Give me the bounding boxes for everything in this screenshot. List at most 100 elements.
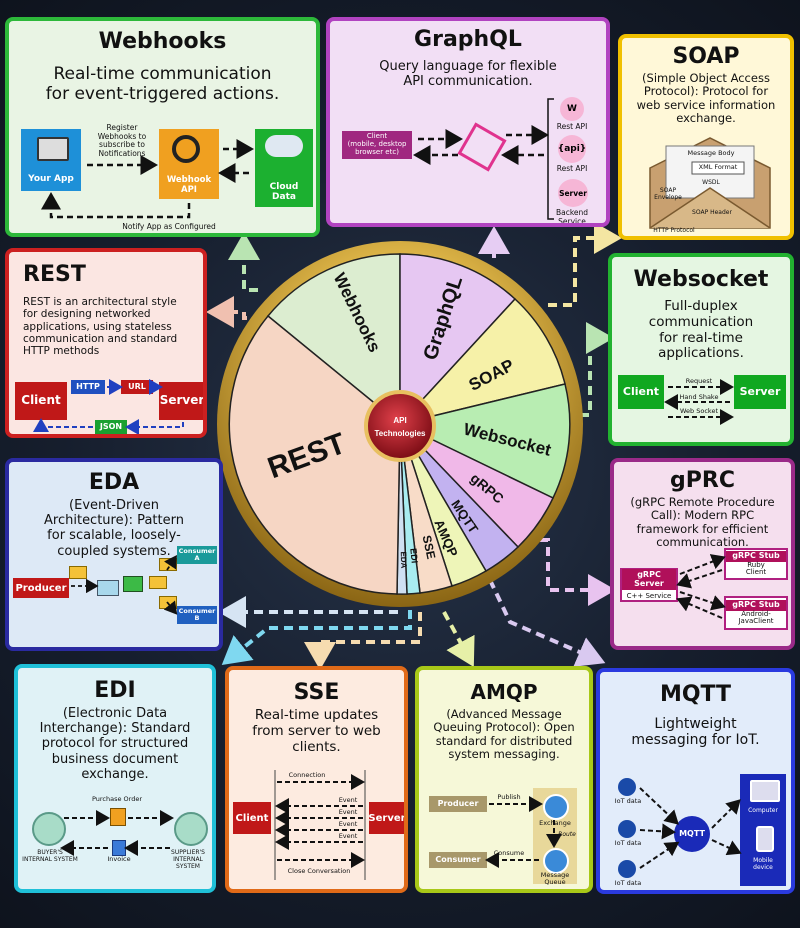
amqp-producer-box: Producer xyxy=(429,796,487,812)
amqp-panel: AMQP (Advanced Message Queuing Protocol)… xyxy=(415,666,593,893)
amqp-title: AMQP xyxy=(470,680,538,704)
ws-request-label: Request xyxy=(685,377,713,385)
arrow-soap xyxy=(548,222,622,307)
exchange-icon xyxy=(543,794,569,820)
wsdl-label: WSDL xyxy=(702,179,720,186)
soap-header-label: SOAP Header xyxy=(692,209,732,216)
websocket-flow-arrows xyxy=(664,379,734,425)
wheel-hub xyxy=(364,390,436,462)
rest-api-label-2: Rest API xyxy=(556,164,588,173)
grpc-desc: (gRPC Remote Procedure Call): Modern RPC… xyxy=(630,495,775,550)
mqtt-flow-arrows xyxy=(639,787,742,869)
event-label-1: Event xyxy=(338,796,358,804)
edi-flow-arrows xyxy=(60,810,174,856)
ws-socket-label: Web Socket xyxy=(680,407,718,415)
backend-label: Backend Service xyxy=(555,208,589,226)
mobile-label: Mobile device xyxy=(753,857,773,871)
json-box: JSON xyxy=(95,420,127,434)
event-label-2: Event xyxy=(338,808,358,816)
sse-desc: Real-time updates from server to web cli… xyxy=(252,707,381,755)
computer-icon xyxy=(37,137,69,161)
webhook-icon xyxy=(172,135,200,163)
close-conversation-label: Close Conversation xyxy=(287,867,351,875)
iot-label-1: IoT data xyxy=(614,797,642,805)
queue-icon xyxy=(543,848,569,874)
slice-label-eda: EDA xyxy=(399,551,409,568)
notify-note: Notify App as Configured xyxy=(122,222,216,231)
grpc-title: gPRC xyxy=(670,468,735,493)
soap-envelope-icon xyxy=(649,137,771,229)
route-label: Route xyxy=(558,831,576,838)
edi-panel: EDI (Electronic Data Interchange): Stand… xyxy=(14,664,216,893)
cloud-data-label: Cloud Data xyxy=(269,182,299,203)
event-label-3: Event xyxy=(338,820,358,828)
grpc-flow-arrows xyxy=(676,554,726,619)
consumer-a-box: Consumer A xyxy=(177,546,217,564)
api-icon-label: {api} xyxy=(557,144,587,154)
sse-panel: SSE Real-time updates from server to web… xyxy=(225,666,408,893)
invoice-label: Invoice xyxy=(107,855,131,863)
purchase-order-label: Purchase Order xyxy=(91,795,143,803)
slice-label-sse: SSE xyxy=(420,534,439,560)
cpp-service-label: C++ Service xyxy=(626,592,672,601)
slice-label-edi: EDI xyxy=(408,548,420,564)
consume-label: Consume xyxy=(493,849,525,857)
soap-envelope-label: SOAP Envelope xyxy=(654,187,682,201)
purchase-order-icon xyxy=(110,808,126,826)
queue-label: Message Queue xyxy=(540,871,570,887)
server-icon: Server xyxy=(558,179,588,207)
webhooks-desc: Real-time communication for event-trigge… xyxy=(45,64,280,104)
http-protocol-label: HTTP Protocol xyxy=(653,227,695,234)
rest-client-box: Client xyxy=(15,382,67,420)
grpc-stub-2-label: gRPC Stub xyxy=(726,599,786,611)
buyer-label: BUYER'S INTERNAL SYSTEM xyxy=(22,849,78,863)
graphql-client-box: Client (mobile, desktop browser etc) xyxy=(342,131,412,159)
eda-panel: EDA (Event-Driven Architecture): Pattern… xyxy=(5,458,223,651)
publish-label: Publish xyxy=(497,793,521,801)
cloud-icon xyxy=(265,135,303,157)
xml-format-label: XML Format xyxy=(698,163,738,171)
api-icon: {api} xyxy=(558,135,586,163)
arrow-edi xyxy=(221,610,412,665)
http-box: HTTP xyxy=(71,380,105,394)
slice-webhooks xyxy=(266,253,401,426)
websocket-panel: Websocket Full-duplex communication for … xyxy=(608,253,794,446)
android-client-label: Android- JavaClient xyxy=(738,609,774,626)
producer-box: Producer xyxy=(13,578,69,598)
iot-sensor-icon-3 xyxy=(618,860,636,878)
slice-graphql xyxy=(399,253,517,426)
url-box: URL xyxy=(121,380,153,394)
amqp-flow-arrows xyxy=(485,796,562,868)
edi-desc: (Electronic Data Interchange): Standard … xyxy=(39,706,191,782)
eda-title: EDA xyxy=(88,470,140,495)
mail-icon-1 xyxy=(69,566,87,579)
mobile-device-icon xyxy=(756,826,774,852)
eda-desc: (Event-Driven Architecture): Pattern for… xyxy=(44,498,184,559)
rest-title: REST xyxy=(23,262,86,287)
sse-server-box: Server xyxy=(368,802,404,834)
webhook-api-label: Webhook API xyxy=(166,175,212,195)
supplier-system-icon xyxy=(174,812,208,846)
rest-api-label-1: Rest API xyxy=(556,122,588,131)
rest-server-box: Server xyxy=(159,382,203,420)
mqtt-hub: MQTT xyxy=(674,816,710,852)
rest-flow-arrows xyxy=(33,379,184,434)
arrow-webhooks xyxy=(228,232,260,292)
webhooks-flow-arrows xyxy=(41,139,254,219)
slice-rest xyxy=(228,314,401,595)
sse-sequence-diagram xyxy=(274,770,366,880)
grpc-panel: gPRC (gRPC Remote Procedure Call): Moder… xyxy=(610,458,795,650)
edi-title: EDI xyxy=(94,678,136,703)
amqp-desc: (Advanced Message Queuing Protocol): Ope… xyxy=(433,707,575,762)
arrow-grpc xyxy=(540,538,616,606)
event-label-4: Event xyxy=(338,832,358,840)
mqtt-desc: Lightweight messaging for IoT. xyxy=(631,716,760,749)
soap-desc: (Simple Object Access Protocol): Protoco… xyxy=(636,71,776,126)
soap-panel: SOAP (Simple Object Access Protocol): Pr… xyxy=(618,34,794,240)
ws-client-box: Client xyxy=(618,375,664,409)
slice-soap xyxy=(397,297,566,426)
graphql-panel: GraphQL Query language for flexible API … xyxy=(326,17,610,227)
supplier-label: SUPPLIER'S INTERNAL SYSTEM xyxy=(171,849,205,870)
rest-desc: REST is an architectural style for desig… xyxy=(23,296,178,358)
